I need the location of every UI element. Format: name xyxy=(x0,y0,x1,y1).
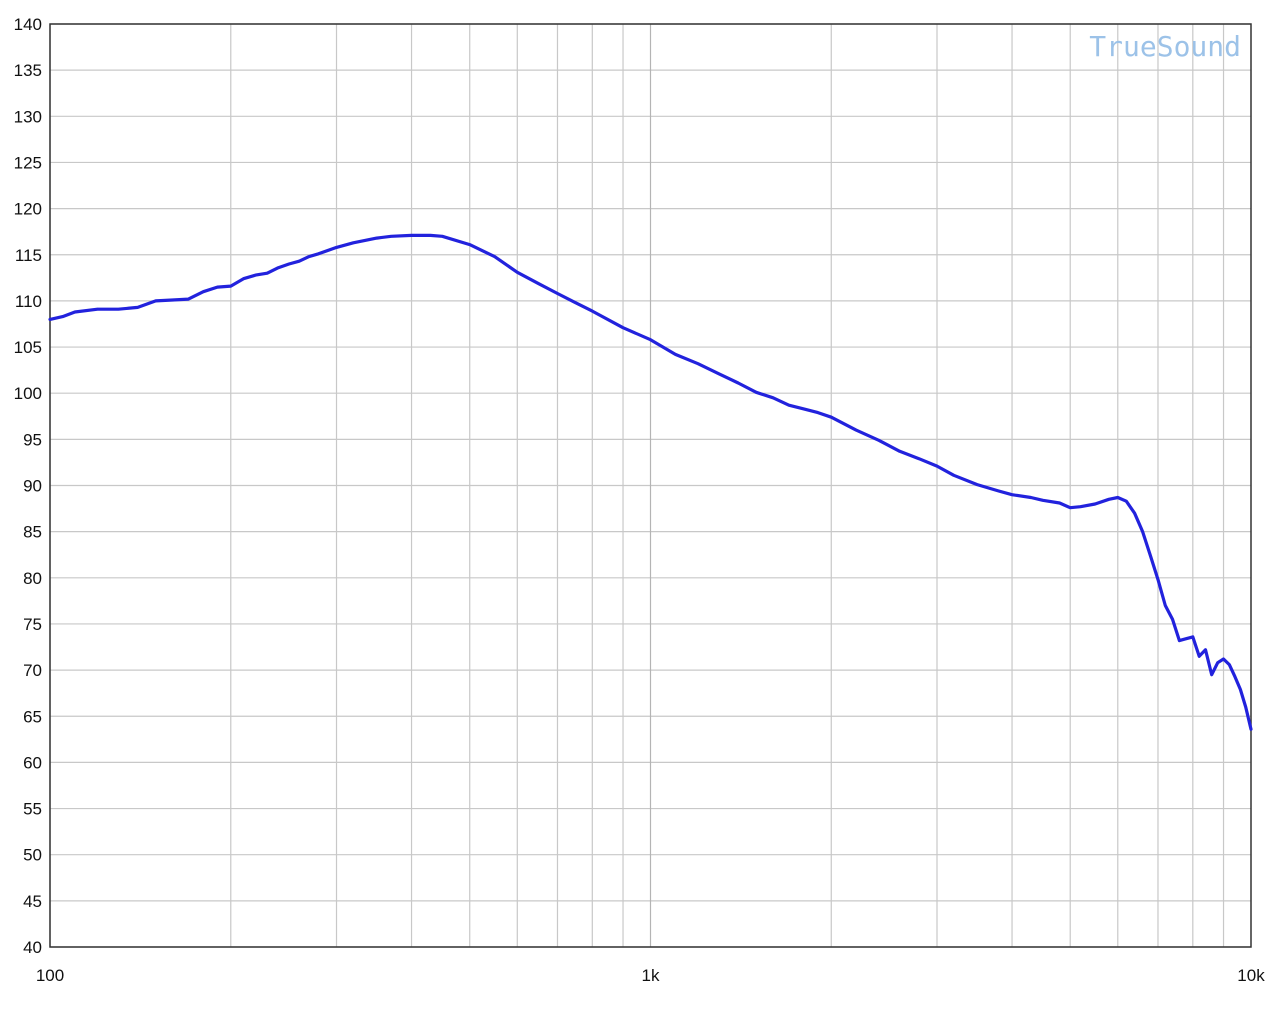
y-tick-label: 100 xyxy=(14,384,42,403)
y-tick-label: 120 xyxy=(14,200,42,219)
x-axis-tick-labels: 100 1k 10k xyxy=(36,966,1265,985)
y-tick-label: 95 xyxy=(23,430,42,449)
series-layer xyxy=(48,233,1253,731)
y-tick-label: 70 xyxy=(23,661,42,680)
y-tick-label: 110 xyxy=(15,292,42,311)
y-tick-label: 50 xyxy=(23,846,42,865)
y-tick-label: 75 xyxy=(23,615,42,634)
y-tick-label: 90 xyxy=(23,477,42,496)
x-tick-label: 10k xyxy=(1237,966,1265,985)
x-tick-label: 1k xyxy=(642,966,660,985)
y-tick-label: 140 xyxy=(14,15,42,34)
grid-lines xyxy=(49,23,1251,948)
y-tick-label: 135 xyxy=(14,61,42,80)
y-tick-label: 45 xyxy=(23,892,42,911)
y-tick-label: 105 xyxy=(14,338,42,357)
y-tick-label: 130 xyxy=(14,107,42,126)
frequency-response-line xyxy=(48,233,1253,731)
y-tick-label: 80 xyxy=(23,569,42,588)
y-tick-label: 85 xyxy=(23,523,42,542)
plot-frame xyxy=(49,23,1252,948)
y-axis-tick-labels: 40 45 50 55 60 65 70 75 80 85 90 95 100 105 110 115 120 1… xyxy=(14,15,42,957)
truesound-watermark: TrueSound xyxy=(1089,30,1241,63)
y-tick-label: 55 xyxy=(23,800,42,819)
y-tick-label: 40 xyxy=(23,938,42,957)
y-tick-label: 60 xyxy=(23,753,42,772)
x-tick-label: 100 xyxy=(36,966,64,985)
y-tick-label: 115 xyxy=(15,246,42,265)
y-tick-label: 125 xyxy=(14,153,42,172)
y-tick-label: 65 xyxy=(23,707,42,726)
